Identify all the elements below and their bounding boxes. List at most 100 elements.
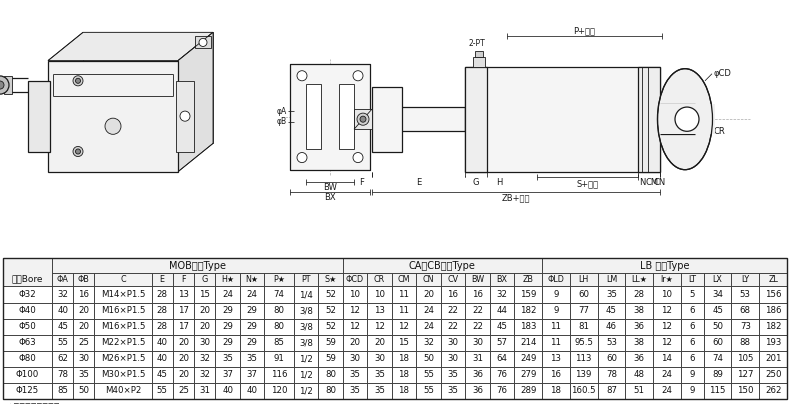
Text: 35: 35 <box>78 370 89 379</box>
Bar <box>392 335 416 351</box>
Bar <box>3 258 52 286</box>
Bar <box>441 383 465 399</box>
Bar <box>626 286 653 303</box>
Text: CR: CR <box>374 276 385 284</box>
Text: 1/4: 1/4 <box>299 290 313 299</box>
Text: C: C <box>120 276 126 284</box>
Bar <box>95 367 152 383</box>
Bar <box>759 367 787 383</box>
Text: 11: 11 <box>398 306 409 315</box>
Text: ZL: ZL <box>768 276 778 284</box>
Bar <box>653 367 681 383</box>
Text: CR: CR <box>713 127 724 136</box>
Text: 77: 77 <box>578 306 589 315</box>
Bar <box>732 286 759 303</box>
Bar <box>372 87 402 152</box>
Text: H: H <box>496 178 502 187</box>
Text: 73: 73 <box>740 322 750 331</box>
Text: 48: 48 <box>634 370 645 379</box>
Circle shape <box>357 113 369 125</box>
Text: 35: 35 <box>447 370 458 379</box>
Text: LL★: LL★ <box>631 276 647 284</box>
Bar <box>216 367 240 383</box>
Text: 40: 40 <box>222 387 233 396</box>
Text: φCD: φCD <box>713 69 731 78</box>
Text: 12: 12 <box>661 338 672 347</box>
Text: ★标尺寸仅供参考。: ★标尺寸仅供参考。 <box>5 403 59 404</box>
Text: φB: φB <box>276 118 287 126</box>
Text: 52: 52 <box>325 322 336 331</box>
Text: 29: 29 <box>222 322 233 331</box>
Text: 59: 59 <box>325 354 336 363</box>
Bar <box>597 383 626 399</box>
Bar <box>173 335 194 351</box>
Bar <box>416 303 441 319</box>
Text: 20: 20 <box>374 338 385 347</box>
Bar <box>95 351 152 367</box>
Text: 35: 35 <box>447 387 458 396</box>
Text: 78: 78 <box>57 370 68 379</box>
Text: 22: 22 <box>472 306 483 315</box>
Text: BW: BW <box>323 183 337 192</box>
Text: 12: 12 <box>349 306 360 315</box>
Bar <box>542 383 570 399</box>
Text: 74: 74 <box>273 290 284 299</box>
Bar <box>392 319 416 335</box>
Bar <box>318 274 343 286</box>
Bar <box>759 303 787 319</box>
Text: P+行程: P+行程 <box>574 26 596 36</box>
Bar <box>367 303 392 319</box>
Text: 32: 32 <box>423 338 434 347</box>
Text: 10: 10 <box>349 290 360 299</box>
Circle shape <box>353 152 363 163</box>
Text: 29: 29 <box>246 322 258 331</box>
Bar <box>653 303 681 319</box>
Bar <box>176 81 194 152</box>
Bar <box>73 319 95 335</box>
Bar <box>465 351 490 367</box>
Bar <box>152 286 173 303</box>
Bar <box>3 383 52 399</box>
Bar <box>704 319 732 335</box>
Text: 182: 182 <box>765 322 781 331</box>
Bar <box>732 274 759 286</box>
Bar <box>626 274 653 286</box>
Bar <box>290 63 370 170</box>
Text: 1/2: 1/2 <box>299 354 313 363</box>
Bar <box>306 84 321 149</box>
Text: 20: 20 <box>78 322 89 331</box>
Text: 28: 28 <box>634 290 645 299</box>
Text: 120: 120 <box>271 387 288 396</box>
Bar <box>653 286 681 303</box>
Text: 31: 31 <box>199 387 210 396</box>
Text: 32: 32 <box>496 290 507 299</box>
Text: 24: 24 <box>423 322 434 331</box>
Text: 40: 40 <box>156 354 167 363</box>
Text: 24: 24 <box>246 290 258 299</box>
Text: 37: 37 <box>222 370 233 379</box>
Bar <box>759 319 787 335</box>
Text: 50: 50 <box>78 387 89 396</box>
Bar <box>597 319 626 335</box>
Bar <box>542 303 570 319</box>
Text: M26×P1.5: M26×P1.5 <box>101 354 145 363</box>
Text: M40×P2: M40×P2 <box>105 387 141 396</box>
Bar <box>3 286 52 303</box>
Text: 57: 57 <box>496 338 507 347</box>
Text: 9: 9 <box>553 306 559 315</box>
Text: 37: 37 <box>246 370 258 379</box>
Bar <box>570 351 597 367</box>
Circle shape <box>76 149 81 154</box>
Text: 30: 30 <box>78 354 89 363</box>
Bar <box>216 335 240 351</box>
Text: 6: 6 <box>690 322 695 331</box>
Text: M16×P1.5: M16×P1.5 <box>101 306 145 315</box>
Text: 249: 249 <box>520 354 536 363</box>
Text: 20: 20 <box>78 306 89 315</box>
Bar <box>597 303 626 319</box>
Bar <box>570 303 597 319</box>
Bar <box>759 383 787 399</box>
Bar <box>152 367 173 383</box>
Text: 28: 28 <box>156 290 167 299</box>
Text: 62: 62 <box>57 354 68 363</box>
